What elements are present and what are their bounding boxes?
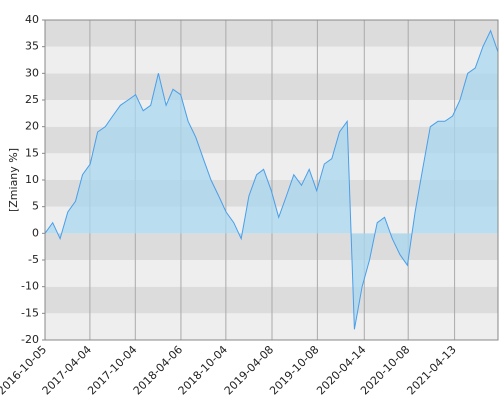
- y-tick-label: 25: [25, 93, 39, 106]
- plot-frame: [44, 19, 499, 341]
- y-tick-label: -5: [28, 253, 39, 266]
- y-tick-label: 40: [25, 13, 39, 26]
- y-tick-label: -20: [21, 333, 39, 346]
- area: [45, 30, 498, 330]
- y-axis-label: [Zmiany %]: [7, 148, 20, 212]
- y-tick-label: 30: [25, 66, 39, 79]
- y-tick-label: 0: [32, 226, 39, 239]
- y-tick-label: -15: [21, 306, 39, 319]
- line: [44, 29, 499, 330]
- y-tick-label: -10: [21, 280, 39, 293]
- y-tick-label: 20: [25, 120, 39, 133]
- y-tick-label: 10: [25, 173, 39, 186]
- x-tick-label: 2021-04-13: [404, 343, 458, 397]
- y-tick-label: 35: [25, 40, 39, 53]
- y-tick-label: 15: [25, 146, 39, 159]
- y-tick-label: 5: [32, 200, 39, 213]
- x-tick-label: 2019-10-08: [267, 343, 321, 397]
